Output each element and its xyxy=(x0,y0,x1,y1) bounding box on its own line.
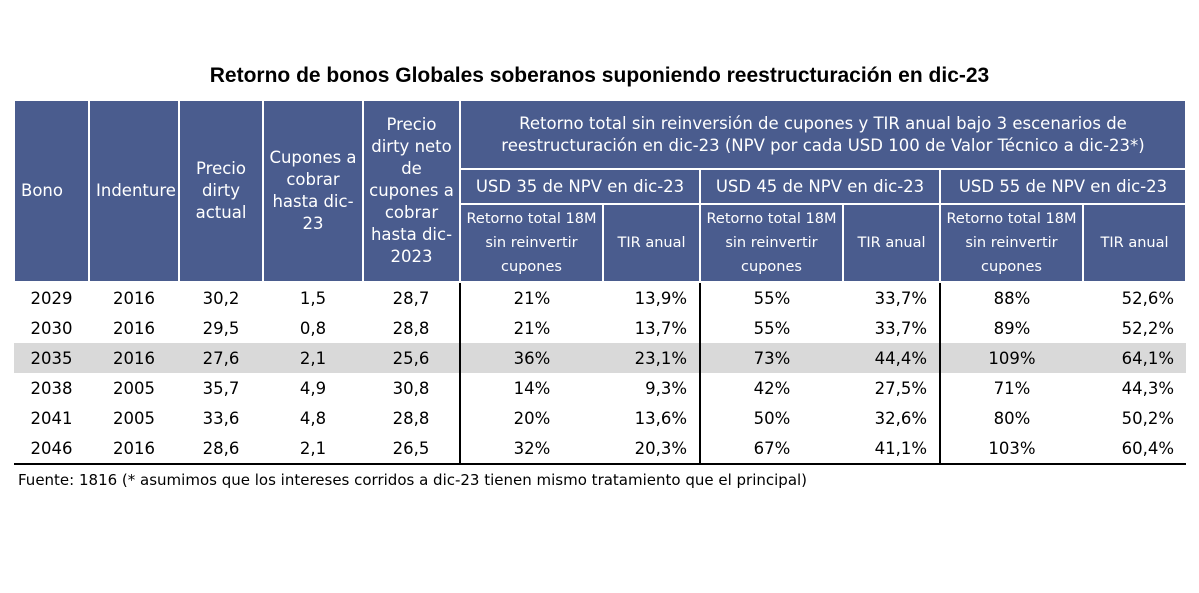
cell-retorno-35: 20% xyxy=(459,403,603,433)
cell-bono: 2041 xyxy=(30,408,73,428)
header-scenario-45: USD 45 de NPV en dic-23 xyxy=(699,168,941,205)
cell-retorno-45: 73% xyxy=(699,343,843,373)
cell-retorno-45: 50% xyxy=(699,403,843,433)
cell-retorno-55: 88% xyxy=(939,282,1083,313)
cell-tir-35: 9,3% xyxy=(645,378,687,398)
cell-tir-55: 52,2% xyxy=(1121,318,1174,338)
header-cupones: Cupones a cobrar hasta dic-23 xyxy=(262,99,364,283)
cell-tir-45: 27,5% xyxy=(874,378,927,398)
header-scenario-55: USD 55 de NPV en dic-23 xyxy=(939,168,1187,205)
cell-cupones: 4,9 xyxy=(299,378,327,398)
cell-tir-45: 44,4% xyxy=(843,343,940,373)
table-row: 2035 2016 27,6 2,1 25,6 36% 23,1% 73% 44… xyxy=(14,343,1186,373)
header-retorno-45: Retorno total 18M sin reinvertir cupones xyxy=(699,203,844,283)
header-precio-dirty: Precio dirty actual xyxy=(178,99,264,283)
cell-retorno-45: 42% xyxy=(699,373,843,403)
cell-cupones: 0,8 xyxy=(299,318,327,338)
cell-bono: 2030 xyxy=(30,318,73,338)
cell-cupones: 2,1 xyxy=(263,343,363,373)
cell-bono: 2035 xyxy=(14,343,89,373)
cell-tir-55: 52,6% xyxy=(1121,288,1174,308)
cell-retorno-55: 80% xyxy=(939,403,1083,433)
cell-tir-35: 13,7% xyxy=(634,318,687,338)
cell-retorno-45: 55% xyxy=(699,313,843,343)
header-precio-neto: Precio dirty neto de cupones a cobrar ha… xyxy=(362,99,461,283)
cell-tir-55: 60,4% xyxy=(1083,433,1186,465)
cell-precio: 30,2 xyxy=(202,288,240,308)
cell-indenture: 2005 xyxy=(113,378,155,398)
header-retorno-55: Retorno total 18M sin reinvertir cupones xyxy=(939,203,1084,283)
cell-retorno-35: 21% xyxy=(459,282,603,313)
cell-precio: 27,6 xyxy=(179,343,263,373)
cell-precio: 33,6 xyxy=(202,408,240,428)
source-note: Fuente: 1816 (* asumimos que los interes… xyxy=(18,471,808,489)
header-bono: Bono xyxy=(13,99,90,283)
cell-tir-55: 64,1% xyxy=(1083,343,1186,373)
header-scenario-35: USD 35 de NPV en dic-23 xyxy=(459,168,701,205)
cell-tir-35: 13,6% xyxy=(634,408,687,428)
cell-cupones: 4,8 xyxy=(299,408,327,428)
cell-retorno-35: 36% xyxy=(459,343,603,373)
cell-tir-45: 32,6% xyxy=(874,408,927,428)
table-row: 2038 2005 35,7 4,9 30,8 14% 9,3% 42% 27,… xyxy=(14,373,1186,403)
cell-retorno-55: 71% xyxy=(939,373,1083,403)
header-retorno-35: Retorno total 18M sin reinvertir cupones xyxy=(459,203,604,283)
cell-precio: 29,5 xyxy=(202,318,240,338)
table-row: 2029 2016 30,2 1,5 28,7 21% 13,9% 55% 33… xyxy=(14,282,1186,313)
cell-tir-35: 23,1% xyxy=(603,343,700,373)
cell-retorno-45: 67% xyxy=(699,433,843,465)
cell-bono: 2038 xyxy=(30,378,73,398)
header-group: Retorno total sin reinversión de cupones… xyxy=(459,99,1187,170)
cell-retorno-45: 55% xyxy=(699,282,843,313)
cell-neto: 30,8 xyxy=(392,378,430,398)
cell-tir-35: 13,9% xyxy=(634,288,687,308)
cell-neto: 26,5 xyxy=(363,433,460,465)
cell-precio: 28,6 xyxy=(179,433,263,465)
header-indenture: Indenture xyxy=(88,99,180,283)
cell-indenture: 2016 xyxy=(113,288,155,308)
cell-tir-45: 33,7% xyxy=(874,318,927,338)
cell-retorno-35: 14% xyxy=(459,373,603,403)
cell-tir-45: 33,7% xyxy=(874,288,927,308)
cell-retorno-35: 21% xyxy=(459,313,603,343)
header-tir-55: TIR anual xyxy=(1082,203,1187,283)
cell-bono: 2029 xyxy=(30,288,73,308)
cell-retorno-55: 109% xyxy=(939,343,1083,373)
cell-tir-55: 50,2% xyxy=(1121,408,1174,428)
cell-indenture: 2016 xyxy=(89,343,179,373)
table-row: 2030 2016 29,5 0,8 28,8 21% 13,7% 55% 33… xyxy=(14,313,1186,343)
cell-retorno-55: 103% xyxy=(939,433,1083,465)
cell-neto: 28,8 xyxy=(392,408,430,428)
cell-retorno-35: 32% xyxy=(459,433,603,465)
header-tir-35: TIR anual xyxy=(602,203,701,283)
cell-cupones: 2,1 xyxy=(263,433,363,465)
cell-neto: 25,6 xyxy=(363,343,460,373)
cell-tir-55: 44,3% xyxy=(1121,378,1174,398)
cell-neto: 28,8 xyxy=(392,318,430,338)
table-row: 2041 2005 33,6 4,8 28,8 20% 13,6% 50% 32… xyxy=(14,403,1186,433)
cell-neto: 28,7 xyxy=(392,288,430,308)
table-title: Retorno de bonos Globales soberanos supo… xyxy=(209,64,990,87)
cell-cupones: 1,5 xyxy=(299,288,327,308)
cell-bono: 2046 xyxy=(14,433,89,465)
cell-tir-45: 41,1% xyxy=(843,433,940,465)
cell-indenture: 2005 xyxy=(113,408,155,428)
cell-precio: 35,7 xyxy=(202,378,240,398)
header-tir-45: TIR anual xyxy=(842,203,941,283)
bond-returns-table: Bono Indenture Precio dirty actual Cupon… xyxy=(13,99,1187,465)
cell-tir-35: 20,3% xyxy=(603,433,700,465)
table-row: 2046 2016 28,6 2,1 26,5 32% 20,3% 67% 41… xyxy=(14,433,1186,465)
cell-retorno-55: 89% xyxy=(939,313,1083,343)
cell-indenture: 2016 xyxy=(113,318,155,338)
cell-indenture: 2016 xyxy=(89,433,179,465)
